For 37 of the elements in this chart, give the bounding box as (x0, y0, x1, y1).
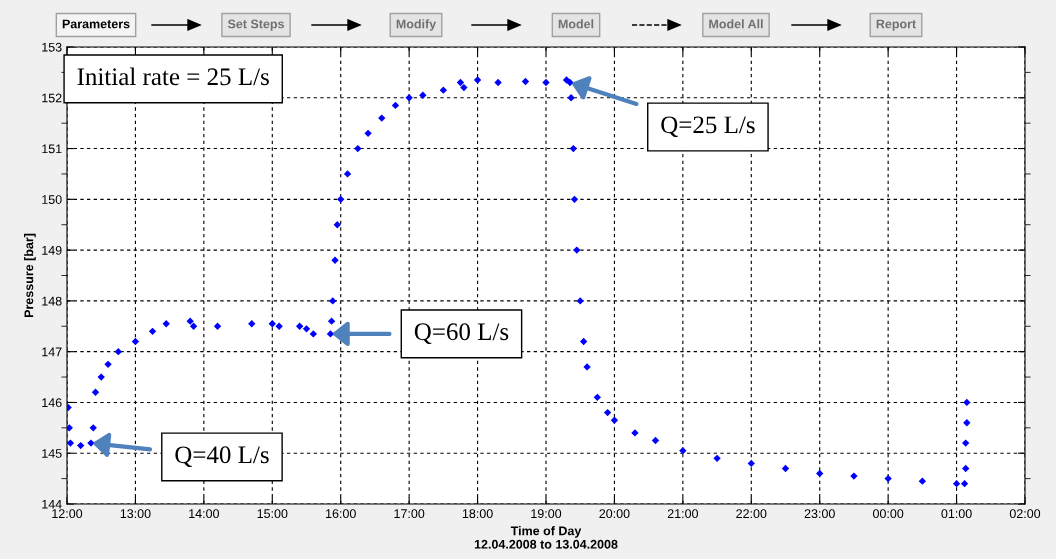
annotation: Initial rate = 25 L/s (77, 67, 269, 86)
x-tick-label: 19:00 (531, 509, 562, 519)
y-tick-label: 151 (42, 144, 62, 154)
x-tick-label: 01:00 (941, 509, 972, 519)
x-tick-label: 15:00 (257, 509, 288, 519)
x-axis-title: Time of Day 12.04.2008 to 13.04.2008 (474, 526, 618, 549)
x-tick-label: 14:00 (189, 509, 220, 519)
x-tick-label: 21:00 (667, 509, 699, 519)
text: Model (558, 19, 594, 29)
text: Set Steps (227, 19, 284, 31)
x-tick-label: 20:00 (599, 509, 630, 519)
annotation: Q=40 L/s (175, 446, 269, 468)
text: Modify (396, 19, 437, 31)
annotation: Q=60 L/s (414, 323, 509, 344)
text: Report (876, 19, 916, 31)
y-tick-label: 148 (42, 296, 62, 306)
x-tick-label: 16:00 (326, 509, 356, 519)
y-tick-label: 149 (42, 245, 62, 255)
x-tick-label: 12:00 (52, 509, 83, 519)
annotation: Q=25 L/s (661, 116, 755, 138)
x-tick-label: 00:00 (872, 509, 904, 519)
y-tick-label: 144 (42, 499, 62, 509)
y-tick-label: 152 (42, 93, 62, 103)
x-tick-label: 02:00 (1009, 509, 1041, 519)
y-tick-label: 147 (42, 347, 62, 357)
y-tick-label: 153 (42, 42, 62, 52)
y-tick-label: 145 (42, 449, 62, 458)
x-tick-label: 22:00 (736, 509, 767, 519)
y-axis-title: Pressure [bar] (24, 233, 36, 318)
x-tick-label: 13:00 (120, 509, 151, 519)
y-tick-label: 146 (42, 398, 62, 408)
text: Parameters (62, 19, 130, 29)
x-tick-label: 18:00 (462, 509, 493, 519)
x-tick-label: 17:00 (394, 509, 425, 519)
x-tick-label: 23:00 (804, 509, 835, 519)
text: Model All (709, 19, 763, 29)
y-tick-label: 150 (42, 195, 62, 204)
